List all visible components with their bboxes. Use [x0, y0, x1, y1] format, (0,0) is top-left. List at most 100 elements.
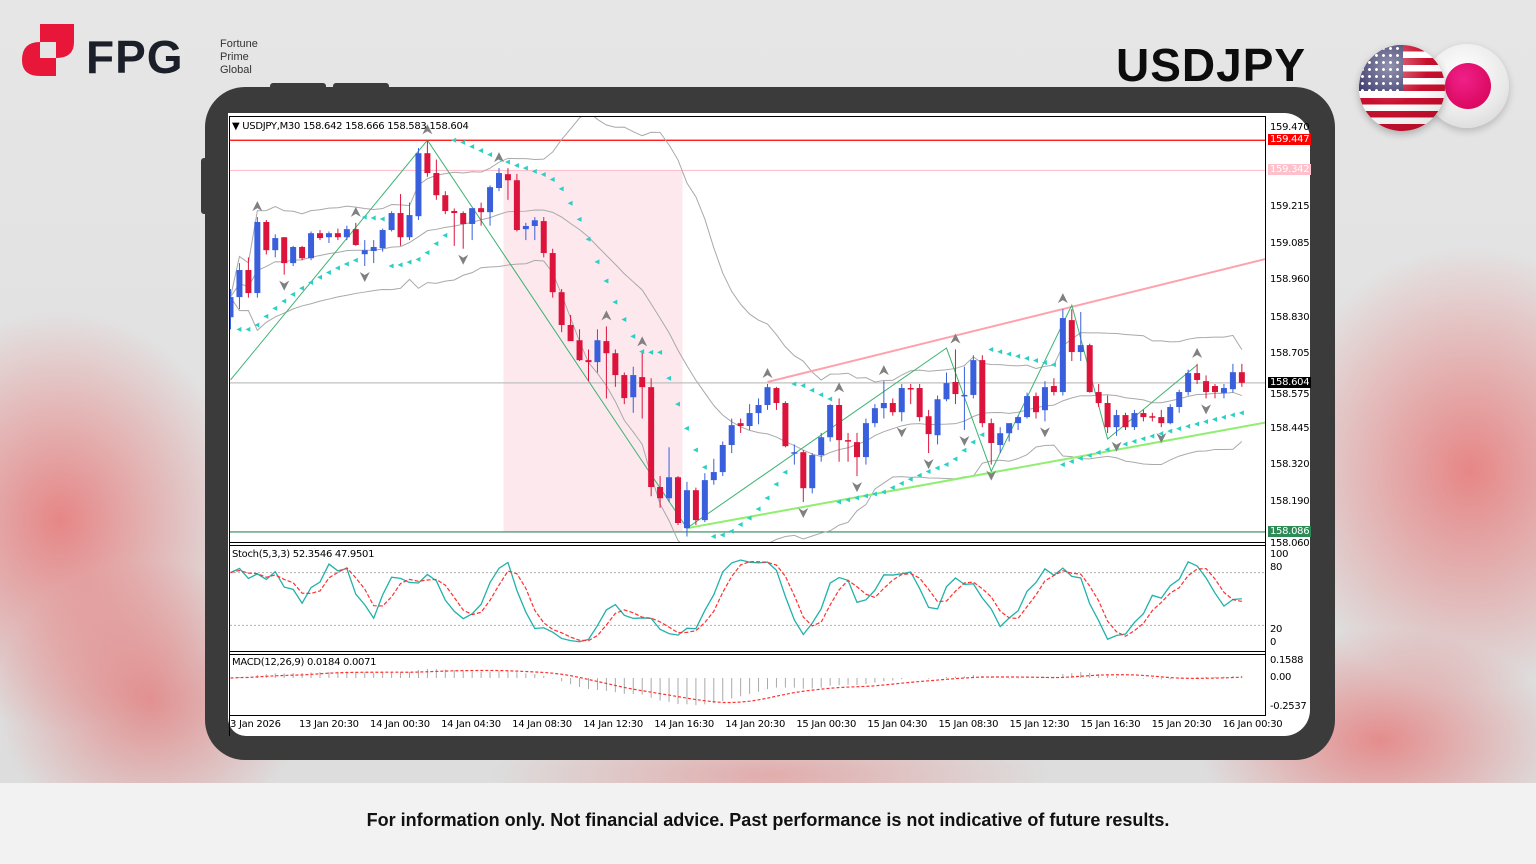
candle	[1015, 415, 1022, 431]
candle	[567, 314, 574, 342]
candle-body	[710, 472, 717, 481]
japan-flag-icon	[1425, 44, 1509, 128]
fractal-down-icon	[359, 271, 370, 282]
candle	[1050, 378, 1057, 396]
stochastic-chart[interactable]	[230, 546, 1265, 651]
candle	[1167, 404, 1174, 425]
candle-body	[970, 360, 977, 395]
tablet-side-button	[201, 158, 207, 214]
tablet-button	[333, 83, 389, 89]
candle-body	[1229, 372, 1236, 390]
candle-body	[782, 402, 789, 447]
main-panel-bottom	[229, 542, 1265, 543]
candle-body	[827, 405, 834, 438]
candle-body	[818, 437, 825, 456]
time-axis-label: 14 Jan 00:30	[370, 719, 430, 730]
candle-body	[478, 208, 485, 213]
parabolic-sar-dot	[1077, 455, 1083, 461]
candle	[236, 263, 243, 310]
candle-body	[603, 341, 610, 354]
parabolic-sar-dot	[791, 381, 797, 387]
fractal-down-icon	[959, 436, 970, 447]
parabolic-sar-dot	[460, 139, 466, 145]
price-chart[interactable]	[230, 117, 1265, 542]
candle-body	[683, 490, 690, 529]
price-axis-label: 158.060	[1270, 537, 1310, 549]
candle-body	[979, 360, 986, 424]
price-axis-border	[1265, 116, 1266, 716]
candle-body	[361, 250, 368, 255]
candle-body	[379, 230, 386, 249]
bollinger-middle	[230, 209, 1243, 458]
candle	[1104, 395, 1111, 433]
candle-body	[513, 180, 520, 231]
candle-body	[442, 195, 449, 212]
time-axis-label: 15 Jan 12:30	[1009, 719, 1070, 730]
macd-panel-top	[229, 654, 1265, 655]
parabolic-sar-dot	[1158, 431, 1164, 437]
candle-body	[272, 238, 279, 251]
parabolic-sar-dot	[487, 152, 493, 158]
parabolic-sar-dot	[755, 506, 761, 512]
candle-body	[299, 247, 306, 259]
fractal-down-icon	[852, 482, 862, 493]
candle	[478, 202, 485, 226]
parabolic-sar-dot	[370, 215, 376, 221]
candle	[1149, 412, 1156, 422]
parabolic-sar-dot	[603, 278, 609, 284]
time-axis-label: 14 Jan 12:30	[583, 719, 643, 730]
stoch-axis-label: 80	[1270, 562, 1283, 573]
candle	[487, 185, 494, 226]
parabolic-sar-dot	[272, 305, 278, 311]
parabolic-sar-dot	[1006, 351, 1012, 357]
parabolic-sar-dot	[934, 465, 940, 471]
candle-body	[943, 383, 950, 400]
candle-body	[997, 433, 1004, 446]
footer-band	[0, 783, 1536, 864]
parabolic-sar-dot	[540, 171, 546, 177]
price-axis-label: 158.445	[1270, 422, 1310, 434]
macd-axis-label: 0.1588	[1270, 655, 1304, 666]
parabolic-sar-dot	[361, 214, 367, 220]
candle	[451, 208, 458, 246]
macd-chart[interactable]	[230, 655, 1265, 715]
candle	[1068, 309, 1075, 361]
stoch-main-line	[230, 559, 1242, 643]
candle	[845, 432, 852, 462]
parabolic-sar-dot	[746, 515, 752, 521]
parabolic-sar-dot	[889, 485, 895, 491]
candle-body	[621, 375, 628, 399]
candle-body	[1185, 373, 1192, 393]
main-panel-border	[229, 116, 1265, 117]
parabolic-sar-dot	[415, 256, 421, 262]
macd-panel-bottom	[229, 715, 1265, 716]
symbol-menu-icon[interactable]: ▼	[232, 121, 240, 132]
parabolic-sar-dot	[648, 349, 654, 355]
parabolic-sar-dot	[845, 497, 851, 503]
parabolic-sar-dot	[1050, 362, 1056, 368]
fractal-down-icon	[923, 459, 934, 470]
parabolic-sar-dot	[719, 532, 725, 538]
candle-body	[773, 388, 780, 403]
parabolic-sar-dot	[478, 148, 484, 154]
us-flag-icon	[1359, 45, 1445, 131]
candle-body	[388, 213, 395, 231]
candle	[925, 409, 932, 454]
parabolic-sar-dot	[683, 425, 689, 431]
candle	[460, 211, 467, 249]
parabolic-sar-dot	[290, 291, 296, 297]
fractal-up-icon	[637, 336, 648, 347]
parabolic-sar-dot	[737, 521, 743, 527]
candle	[334, 228, 341, 241]
price-axis-label: 159.215	[1270, 201, 1310, 212]
logo-tagline: Fortune Prime Global	[220, 38, 258, 77]
parabolic-sar-dot	[701, 464, 707, 470]
tagline-line: Fortune	[220, 38, 258, 50]
parabolic-sar-dot	[809, 387, 815, 393]
parabolic-sar-dot	[612, 299, 618, 305]
parabolic-sar-dot	[522, 165, 528, 171]
parabolic-sar-dot	[1176, 426, 1182, 432]
parabolic-sar-dot	[1194, 421, 1200, 427]
fractal-up-icon	[762, 367, 773, 378]
candle-body	[504, 174, 511, 181]
